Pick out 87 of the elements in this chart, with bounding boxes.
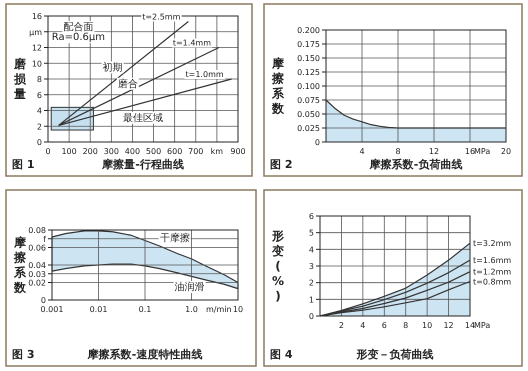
y-tick-label: 0.075 — [297, 96, 320, 105]
y-tick-label: 8 — [36, 75, 42, 84]
y-tick-label: 4 — [308, 245, 314, 254]
y-tick-label: 0.06 — [28, 244, 46, 252]
y-tick-label: 0.150 — [297, 54, 320, 63]
annotation: 磨合 — [118, 78, 138, 90]
y-tick-label: 1 — [308, 295, 314, 304]
y-tick-label: 5 — [308, 228, 314, 238]
y-tick-label: 12 — [32, 44, 42, 52]
text: MPa — [474, 321, 490, 330]
y-tick-label: 2 — [36, 122, 42, 132]
y-tick-label: 0 — [36, 138, 42, 147]
series-label: t=1.2mm — [473, 268, 512, 277]
x-tick-label: 300 — [104, 147, 119, 156]
y-tick-label: 0 — [308, 312, 314, 321]
y-tick-label: 0.02 — [28, 278, 46, 288]
x-tick-label: 8 — [395, 147, 401, 156]
series-label: t=1.4mm — [172, 38, 212, 48]
x-tick-label: 100 — [61, 147, 77, 156]
y-tick-label: 0.04 — [28, 261, 46, 270]
x-tick-label: 0.1 — [138, 305, 152, 314]
x-axis-title: 摩擦系数-速度特性曲线 — [86, 348, 202, 361]
x-tick-label: 200 — [82, 147, 98, 156]
series-label: t=2.5mm — [142, 12, 181, 22]
annotation: 干摩擦 — [160, 232, 190, 244]
x-tick-label: 4 — [359, 147, 365, 156]
x-tick-label: 400 — [124, 147, 140, 156]
x-tick-label: 12 — [428, 147, 440, 156]
y-tick-label: 0.125 — [297, 68, 320, 77]
x-tick-label: 2 — [338, 321, 344, 330]
x-axis-title: 形变－负荷曲线 — [356, 348, 434, 361]
y-tick-label: 6 — [308, 212, 314, 221]
x-tick-label: 700 — [188, 147, 204, 156]
y-tick-label: 0.100 — [297, 82, 320, 91]
y-tick-label: 0.03 — [28, 270, 46, 279]
series-label: t=1.0mm — [186, 70, 224, 79]
y-tick-label: 6 — [36, 90, 42, 100]
x-tick-label: 8 — [403, 321, 408, 330]
series-label: t=0.8mm — [473, 278, 512, 286]
series-label: t=1.6mm — [473, 256, 512, 266]
caption: 图 1 — [12, 158, 34, 171]
x-tick-label: 500 — [146, 147, 162, 156]
x-tick-label: 14 — [464, 321, 476, 330]
y-tick-label: 10 — [32, 59, 42, 68]
text: MPa — [474, 147, 490, 156]
y-tick-label: μm — [29, 28, 42, 37]
caption: 图 3 — [12, 348, 34, 361]
x-tick-label: 0.01 — [90, 305, 108, 314]
y-tick-label: 3 — [308, 262, 314, 271]
y-tick-label: 16 — [32, 12, 42, 21]
x-tick-label: 10 — [232, 305, 244, 314]
x-tick-label: 0.001 — [40, 305, 64, 314]
y-tick-label: 0.08 — [28, 226, 46, 235]
y-tick-label: 0 — [314, 138, 320, 147]
series-label: t=3.2mm — [473, 239, 512, 248]
annotation: 油润滑 — [174, 281, 205, 293]
annotation: Ra=0.6μm — [52, 32, 106, 44]
y-tick-label: 0.175 — [297, 40, 320, 49]
x-tick-label: 16 — [464, 147, 476, 156]
x-axis-title: 摩擦系数-负荷曲线 — [368, 158, 462, 171]
x-tick-label: km — [210, 147, 224, 156]
y-axis-title: 形变(%) — [271, 229, 284, 303]
x-tick-label: 10 — [422, 321, 432, 330]
x-tick-label: 900 — [230, 147, 246, 156]
y-axis-title: 磨损量 — [13, 57, 27, 101]
caption: 图 4 — [270, 348, 293, 361]
y-axis-title: 摩擦系数 — [13, 236, 27, 294]
x-tick-label: 6 — [382, 321, 387, 330]
x-tick-label: 20 — [500, 147, 512, 156]
annotation: 配合面 — [63, 21, 94, 34]
y-tick-label: 4 — [36, 106, 42, 116]
y-tick-label: 0.200 — [297, 26, 320, 35]
y-tick-label: f — [43, 234, 46, 244]
y-tick-label: 0 — [40, 296, 46, 305]
y-axis-title: 摩擦系数 — [271, 56, 285, 116]
caption: 图 2 — [270, 158, 292, 171]
x-tick-label: 4 — [360, 321, 366, 330]
x-tick-label: 1.0 — [185, 305, 198, 314]
y-tick-label: 2 — [308, 278, 314, 288]
text: m/min — [206, 305, 232, 314]
x-axis-title: 摩擦量-行程曲线 — [101, 158, 184, 171]
y-tick-label: 0.050 — [297, 110, 320, 119]
x-tick-label: 600 — [167, 147, 182, 156]
annotation: 初期 — [102, 61, 123, 74]
x-tick-label: 12 — [443, 321, 454, 330]
y-tick-label: 0.025 — [297, 124, 320, 133]
annotation: 最佳区域 — [123, 112, 163, 124]
